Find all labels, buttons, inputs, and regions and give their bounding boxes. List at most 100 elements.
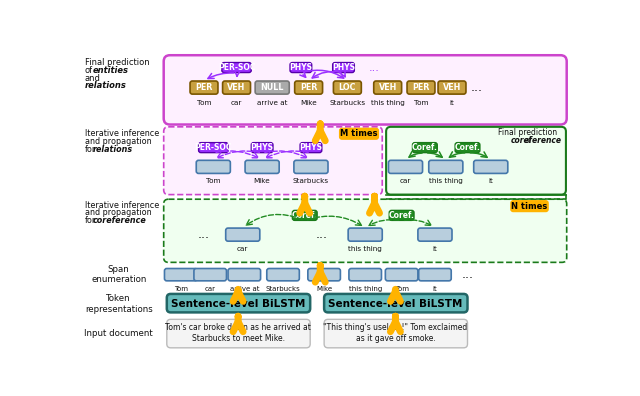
Text: PHYS: PHYS bbox=[332, 63, 355, 72]
Text: NULL: NULL bbox=[260, 83, 284, 92]
Text: PER-SOC: PER-SOC bbox=[195, 143, 232, 152]
FancyBboxPatch shape bbox=[419, 268, 451, 281]
Text: PER: PER bbox=[300, 83, 317, 92]
Text: and: and bbox=[84, 74, 100, 83]
Text: arrive at: arrive at bbox=[257, 100, 287, 106]
Text: it: it bbox=[488, 179, 493, 185]
Text: this thing: this thing bbox=[429, 179, 463, 185]
Text: Mike: Mike bbox=[316, 286, 332, 292]
Text: PER-SOC: PER-SOC bbox=[218, 63, 255, 72]
Text: LOC: LOC bbox=[339, 83, 356, 92]
FancyBboxPatch shape bbox=[324, 319, 467, 348]
Text: Mike: Mike bbox=[253, 179, 271, 185]
FancyBboxPatch shape bbox=[164, 55, 566, 124]
Text: PHYS: PHYS bbox=[251, 143, 274, 152]
Text: VEH: VEH bbox=[378, 83, 397, 92]
FancyBboxPatch shape bbox=[252, 143, 273, 152]
FancyBboxPatch shape bbox=[429, 160, 463, 173]
Text: for: for bbox=[84, 145, 96, 154]
Text: Tom: Tom bbox=[173, 286, 188, 292]
Text: ...: ... bbox=[316, 228, 328, 241]
Text: Coref.: Coref. bbox=[388, 211, 415, 220]
Text: Sentence-level BiLSTM: Sentence-level BiLSTM bbox=[328, 299, 463, 309]
Text: PER: PER bbox=[195, 83, 212, 92]
FancyBboxPatch shape bbox=[190, 81, 218, 94]
FancyBboxPatch shape bbox=[255, 81, 289, 94]
FancyBboxPatch shape bbox=[226, 228, 260, 241]
FancyBboxPatch shape bbox=[349, 268, 381, 281]
FancyBboxPatch shape bbox=[455, 143, 480, 152]
FancyBboxPatch shape bbox=[407, 81, 435, 94]
FancyBboxPatch shape bbox=[340, 128, 378, 139]
Text: Iterative inference: Iterative inference bbox=[84, 129, 159, 138]
FancyBboxPatch shape bbox=[333, 81, 362, 94]
Text: PHYS: PHYS bbox=[300, 143, 323, 152]
Text: Coref.: Coref. bbox=[412, 143, 438, 152]
Text: Tom: Tom bbox=[395, 286, 408, 292]
Text: car: car bbox=[400, 179, 411, 185]
Text: coreference: coreference bbox=[92, 216, 146, 225]
FancyBboxPatch shape bbox=[308, 268, 340, 281]
Text: car: car bbox=[237, 246, 248, 252]
FancyBboxPatch shape bbox=[474, 160, 508, 173]
FancyBboxPatch shape bbox=[167, 319, 310, 348]
Text: N times: N times bbox=[511, 202, 548, 211]
FancyBboxPatch shape bbox=[194, 268, 227, 281]
Text: Input document: Input document bbox=[84, 329, 153, 338]
Text: entities: entities bbox=[92, 66, 129, 75]
FancyBboxPatch shape bbox=[324, 294, 467, 312]
FancyBboxPatch shape bbox=[511, 201, 548, 211]
Text: ...: ... bbox=[369, 63, 380, 72]
Text: Tom's car broke down as he arrived at
Starbucks to meet Mike.: Tom's car broke down as he arrived at St… bbox=[165, 324, 311, 343]
Text: VEH: VEH bbox=[443, 83, 461, 92]
FancyBboxPatch shape bbox=[164, 127, 382, 194]
Text: Starbucks: Starbucks bbox=[293, 179, 329, 185]
FancyBboxPatch shape bbox=[167, 294, 310, 312]
FancyBboxPatch shape bbox=[222, 63, 252, 72]
Text: this thing: this thing bbox=[371, 100, 404, 106]
Text: car: car bbox=[231, 100, 242, 106]
FancyBboxPatch shape bbox=[389, 210, 414, 221]
Text: Mike: Mike bbox=[300, 100, 317, 106]
FancyBboxPatch shape bbox=[300, 143, 322, 152]
Text: Tom: Tom bbox=[196, 100, 211, 106]
Text: it: it bbox=[433, 246, 437, 252]
Text: relations: relations bbox=[92, 145, 132, 154]
FancyBboxPatch shape bbox=[388, 160, 422, 173]
Text: Sentence-level BiLSTM: Sentence-level BiLSTM bbox=[171, 299, 305, 309]
FancyBboxPatch shape bbox=[198, 143, 228, 152]
Text: Coref.: Coref. bbox=[292, 211, 317, 220]
Text: of: of bbox=[524, 136, 532, 145]
Text: Final prediction: Final prediction bbox=[84, 58, 149, 67]
Text: Iterative inference: Iterative inference bbox=[84, 201, 159, 210]
Text: Coref.: Coref. bbox=[454, 143, 481, 152]
FancyBboxPatch shape bbox=[348, 228, 382, 241]
FancyBboxPatch shape bbox=[196, 160, 230, 173]
FancyBboxPatch shape bbox=[164, 199, 566, 263]
Text: relations: relations bbox=[84, 82, 127, 90]
Text: this thing: this thing bbox=[349, 286, 382, 292]
Text: Span
enumeration: Span enumeration bbox=[91, 265, 147, 284]
FancyBboxPatch shape bbox=[245, 160, 279, 173]
Text: Final prediction: Final prediction bbox=[499, 128, 557, 137]
FancyBboxPatch shape bbox=[164, 268, 197, 281]
Text: M times: M times bbox=[340, 129, 378, 138]
Text: "This thing's useless!" Tom exclaimed
as it gave off smoke.: "This thing's useless!" Tom exclaimed as… bbox=[323, 324, 468, 343]
Text: arrive at: arrive at bbox=[230, 286, 259, 292]
Text: car: car bbox=[205, 286, 216, 292]
Text: this thing: this thing bbox=[348, 246, 382, 252]
FancyBboxPatch shape bbox=[386, 127, 566, 194]
Text: and propagation: and propagation bbox=[84, 208, 151, 217]
Text: of: of bbox=[84, 66, 93, 75]
FancyBboxPatch shape bbox=[290, 63, 312, 72]
Text: Starbucks: Starbucks bbox=[330, 100, 365, 106]
Text: it: it bbox=[433, 286, 437, 292]
Text: Tom: Tom bbox=[206, 179, 221, 185]
FancyBboxPatch shape bbox=[385, 268, 418, 281]
FancyBboxPatch shape bbox=[333, 63, 355, 72]
FancyBboxPatch shape bbox=[374, 81, 402, 94]
FancyBboxPatch shape bbox=[418, 228, 452, 241]
FancyBboxPatch shape bbox=[412, 143, 437, 152]
Text: Starbucks: Starbucks bbox=[266, 286, 300, 292]
Text: ...: ... bbox=[471, 81, 483, 94]
